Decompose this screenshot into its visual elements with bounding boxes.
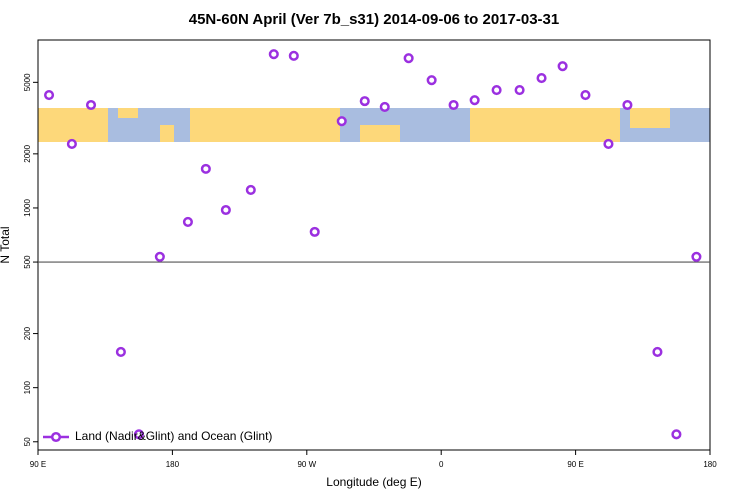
point xyxy=(514,84,525,96)
point xyxy=(403,53,414,64)
point xyxy=(268,49,279,60)
point xyxy=(426,75,437,86)
point xyxy=(359,96,370,107)
y-tick-label: 500 xyxy=(23,255,32,269)
y-tick-label: 5000 xyxy=(23,73,32,91)
point xyxy=(652,346,663,358)
point xyxy=(309,226,320,237)
point xyxy=(85,99,97,111)
y-tick-label: 2000 xyxy=(23,144,32,162)
point xyxy=(288,50,299,61)
point xyxy=(448,99,459,111)
point xyxy=(671,429,682,440)
legend-marker xyxy=(50,431,62,443)
y-axis-label: N Total xyxy=(0,226,12,263)
x-axis-label: Longitude (deg E) xyxy=(326,475,421,489)
point xyxy=(182,216,193,227)
legend-label: Land (Nadir&Glint) and Ocean (Glint) xyxy=(75,429,272,443)
point xyxy=(66,138,77,150)
point xyxy=(536,73,547,84)
point xyxy=(691,251,702,262)
point xyxy=(603,138,614,150)
point xyxy=(220,204,231,216)
point xyxy=(580,89,591,101)
x-tick-label: 180 xyxy=(166,460,180,469)
y-tick-label: 100 xyxy=(23,380,32,394)
x-tick-label: 90 E xyxy=(567,460,583,469)
plot-frame xyxy=(37,39,711,451)
point xyxy=(379,101,390,112)
point xyxy=(115,346,126,358)
y-tick-label: 1000 xyxy=(23,199,32,217)
x-tick-label: 0 xyxy=(439,460,444,469)
point xyxy=(200,163,211,174)
point xyxy=(44,89,55,101)
y-tick-label: 200 xyxy=(23,326,32,340)
point xyxy=(622,99,633,111)
point xyxy=(154,251,165,262)
point xyxy=(245,184,256,195)
x-tick-label: 180 xyxy=(703,460,717,469)
point xyxy=(491,84,502,96)
map-land xyxy=(38,108,670,142)
point xyxy=(336,116,347,127)
point xyxy=(469,95,480,106)
point xyxy=(133,429,144,440)
point xyxy=(557,61,568,72)
y-tick-label: 50 xyxy=(23,437,32,446)
chart-title: 45N-60N April (Ver 7b_s31) 2014-09-06 to… xyxy=(189,11,559,28)
x-tick-label: 90 W xyxy=(297,460,316,469)
x-tick-label: 90 E xyxy=(30,460,46,469)
